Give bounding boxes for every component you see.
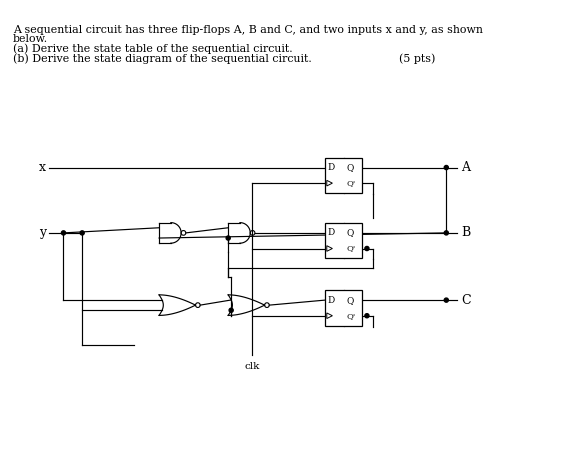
Text: D: D (328, 163, 335, 172)
Text: x: x (39, 161, 46, 174)
Text: below.: below. (13, 35, 48, 44)
Text: Q': Q' (346, 179, 355, 187)
Bar (325, 223, 362, 258)
Text: Q': Q' (346, 245, 355, 253)
Circle shape (226, 236, 230, 240)
Text: Q: Q (346, 163, 354, 172)
Text: Q: Q (346, 296, 354, 305)
Text: A: A (461, 161, 470, 174)
Text: C: C (461, 294, 471, 307)
Circle shape (80, 231, 84, 235)
Text: A sequential circuit has three flip-flops A, B and C, and two inputs x and y, as: A sequential circuit has three flip-flop… (13, 25, 483, 35)
Text: Q': Q' (346, 312, 355, 320)
Circle shape (229, 308, 233, 312)
Circle shape (61, 231, 65, 235)
Circle shape (444, 166, 448, 170)
Bar (325, 290, 362, 326)
Circle shape (444, 231, 448, 235)
Text: B: B (461, 227, 470, 239)
Text: D: D (328, 296, 335, 305)
Bar (325, 158, 362, 193)
Text: y: y (38, 227, 46, 239)
Text: (5 pts): (5 pts) (399, 53, 435, 63)
Text: (a) Derive the state table of the sequential circuit.: (a) Derive the state table of the sequen… (13, 44, 293, 54)
Text: (b) Derive the state diagram of the sequential circuit.: (b) Derive the state diagram of the sequ… (13, 53, 312, 63)
Circle shape (365, 314, 369, 318)
Text: Q: Q (346, 228, 354, 237)
Circle shape (365, 246, 369, 251)
Text: D: D (328, 228, 335, 237)
Circle shape (444, 298, 448, 302)
Text: clk: clk (245, 362, 260, 371)
